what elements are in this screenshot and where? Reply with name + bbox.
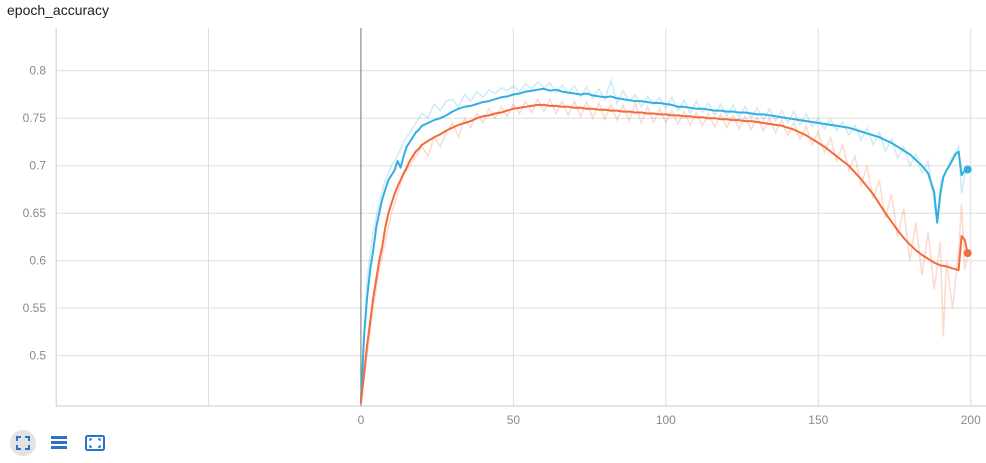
y-tick-label: 0.5 — [29, 349, 46, 363]
x-axis-labels: 0 50 100 150 200 — [358, 413, 982, 425]
y-tick-label: 0.75 — [23, 111, 47, 125]
expand-icon — [85, 435, 105, 451]
series-end-point — [963, 165, 972, 174]
series-raw-line — [360, 97, 969, 404]
x-tick-label: 100 — [656, 413, 676, 425]
x-tick-label: 200 — [961, 413, 981, 425]
series-lines — [359, 77, 969, 404]
y-axis-labels: 0.5 0.55 0.6 0.65 0.7 0.75 0.8 — [23, 64, 47, 363]
chart-toolbar — [10, 430, 108, 456]
series-smoothed-line — [359, 87, 969, 404]
x-tick-label: 0 — [358, 413, 365, 425]
fit-domain-button[interactable] — [10, 430, 36, 456]
y-tick-label: 0.65 — [23, 206, 47, 220]
grid — [55, 28, 986, 407]
series-smoothed-line — [359, 103, 969, 404]
y-tick-label: 0.7 — [29, 159, 46, 173]
expand-button[interactable] — [82, 430, 108, 456]
y-tick-label: 0.6 — [29, 254, 46, 268]
line-chart: 0.5 0.55 0.6 0.65 0.7 0.75 0.8 0 50 100 150 200 — [23, 28, 986, 425]
data-table-button[interactable] — [46, 430, 72, 456]
fit-domain-icon — [16, 436, 30, 450]
y-tick-label: 0.55 — [23, 301, 47, 315]
y-tick-label: 0.8 — [29, 64, 46, 78]
series-end-points — [963, 165, 972, 258]
x-tick-label: 50 — [507, 413, 521, 425]
chart-title: epoch_accuracy — [7, 2, 109, 18]
data-table-icon — [51, 436, 67, 449]
series-raw-line — [360, 77, 969, 404]
series-end-point — [963, 249, 972, 258]
x-tick-label: 150 — [808, 413, 828, 425]
